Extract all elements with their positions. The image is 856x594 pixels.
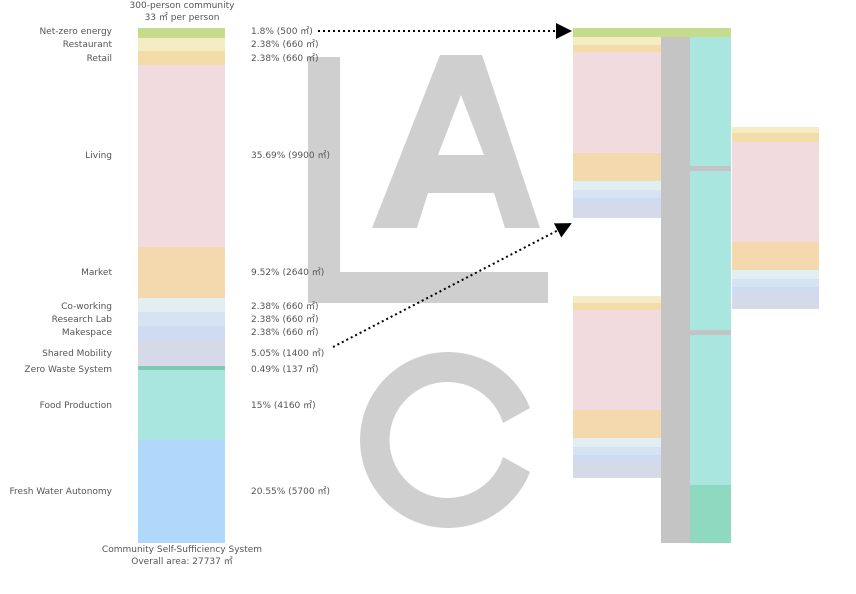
- item-label: Fresh Water Autonomy: [9, 487, 112, 497]
- stacked-bar: [138, 28, 225, 543]
- item-label: Makespace: [61, 328, 112, 338]
- item-label: Market: [81, 268, 112, 278]
- item-share: 2.38% (660 ㎡): [251, 40, 319, 50]
- item-label: Research Lab: [51, 315, 112, 325]
- footer-title: Community Self-Sufficiency System: [101, 545, 263, 555]
- item-label: Co-working: [61, 302, 112, 312]
- header-title: 300-person community: [129, 1, 235, 11]
- item-share: 2.38% (660 ㎡): [251, 328, 319, 338]
- item-label: Zero Waste System: [24, 365, 112, 375]
- item-share: 2.38% (660 ㎡): [251, 302, 319, 312]
- item-label: Net-zero energy: [39, 27, 112, 37]
- item-share: 20.55% (5700 ㎡): [251, 487, 330, 497]
- item-share: 2.38% (660 ㎡): [251, 315, 319, 325]
- item-share: 5.05% (1400 ㎡): [251, 349, 325, 359]
- item-label: Living: [85, 151, 112, 161]
- item-share: 0.49% (137 ㎡): [251, 365, 319, 375]
- lac-logo: [308, 55, 548, 528]
- header-subtitle: 33 ㎡ per person: [144, 13, 220, 23]
- item-share: 9.52% (2640 ㎡): [251, 268, 325, 278]
- item-label: Restaurant: [62, 40, 112, 50]
- item-label: Food Production: [39, 401, 112, 411]
- building-section: [573, 28, 819, 543]
- item-share: 2.38% (660 ㎡): [251, 54, 319, 64]
- item-share: 35.69% (9900 ㎡): [251, 151, 330, 161]
- item-share: 15% (4160 ㎡): [251, 401, 316, 411]
- item-label: Shared Mobility: [42, 349, 112, 359]
- item-label: Retail: [86, 54, 112, 64]
- item-share: 1.8% (500 ㎡): [251, 27, 313, 37]
- footer-subtitle: Overall area: 27737 ㎡: [131, 557, 233, 567]
